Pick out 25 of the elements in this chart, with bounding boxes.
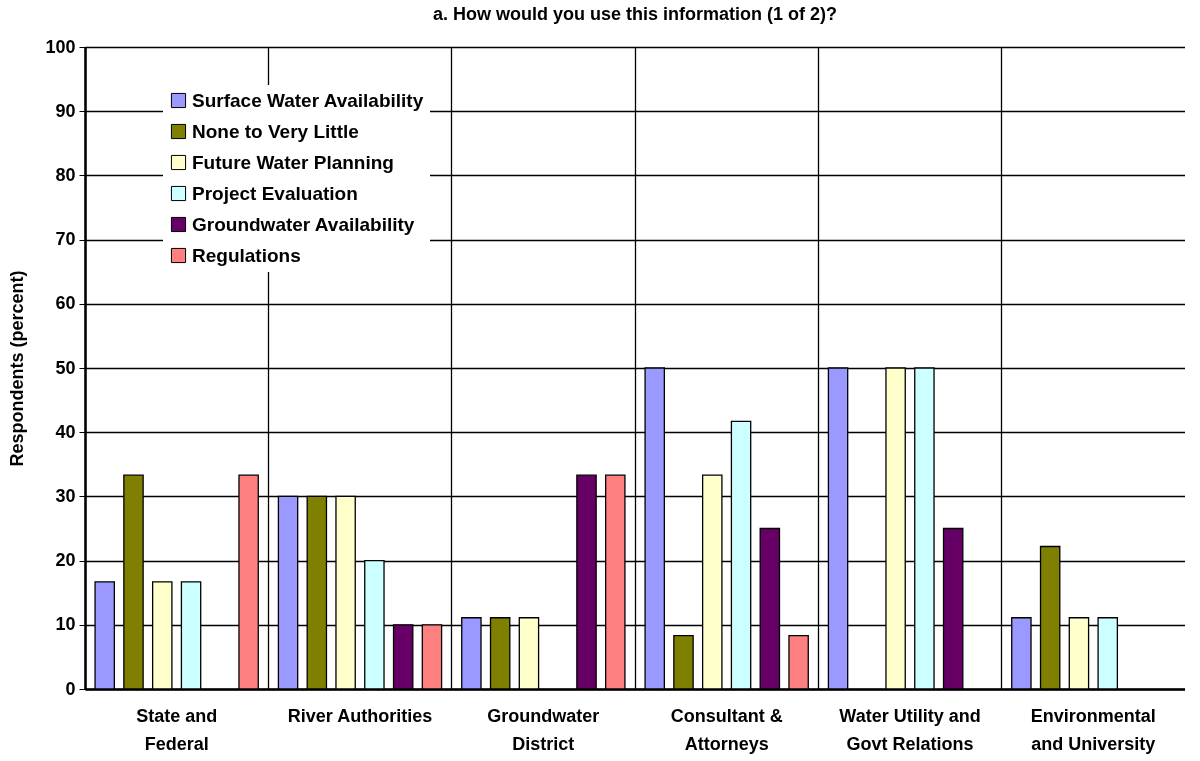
- y-tick-label: 80: [55, 164, 76, 185]
- y-tick-label: 90: [55, 100, 76, 121]
- x-tick-label: Water Utility and Govt Relations: [839, 705, 981, 754]
- y-tick-label: 100: [45, 36, 76, 57]
- y-tick-label: 30: [55, 485, 76, 506]
- y-tick-label: 70: [55, 229, 76, 250]
- y-tick-label: 10: [55, 614, 76, 635]
- y-axis-title: Respondents (percent): [7, 270, 28, 467]
- y-tick-label: 40: [55, 421, 76, 442]
- chart-title: a. How would you use this information (1 of 2)?: [432, 4, 838, 24]
- x-tick-label: State and Federal: [136, 705, 218, 754]
- legend-label: Future Water Planning: [192, 151, 394, 173]
- legend-label: Groundwater Availability: [192, 213, 415, 235]
- x-tick-label: Groundwater District: [487, 705, 600, 754]
- legend-label: Surface Water Availability: [192, 89, 424, 111]
- x-tick-label: Environmental and University: [1030, 705, 1156, 754]
- y-tick-label: 0: [65, 678, 76, 699]
- legend-label: Project Evaluation: [192, 182, 358, 204]
- y-tick-label: 50: [55, 357, 76, 378]
- legend-label: Regulations: [192, 244, 301, 266]
- x-tick-label: Consultant & Attorneys: [670, 705, 783, 754]
- legend-label: None to Very Little: [192, 120, 359, 142]
- y-tick-label: 20: [55, 550, 76, 571]
- x-tick-label: River Authorities: [287, 705, 433, 726]
- y-tick-label: 60: [55, 293, 76, 314]
